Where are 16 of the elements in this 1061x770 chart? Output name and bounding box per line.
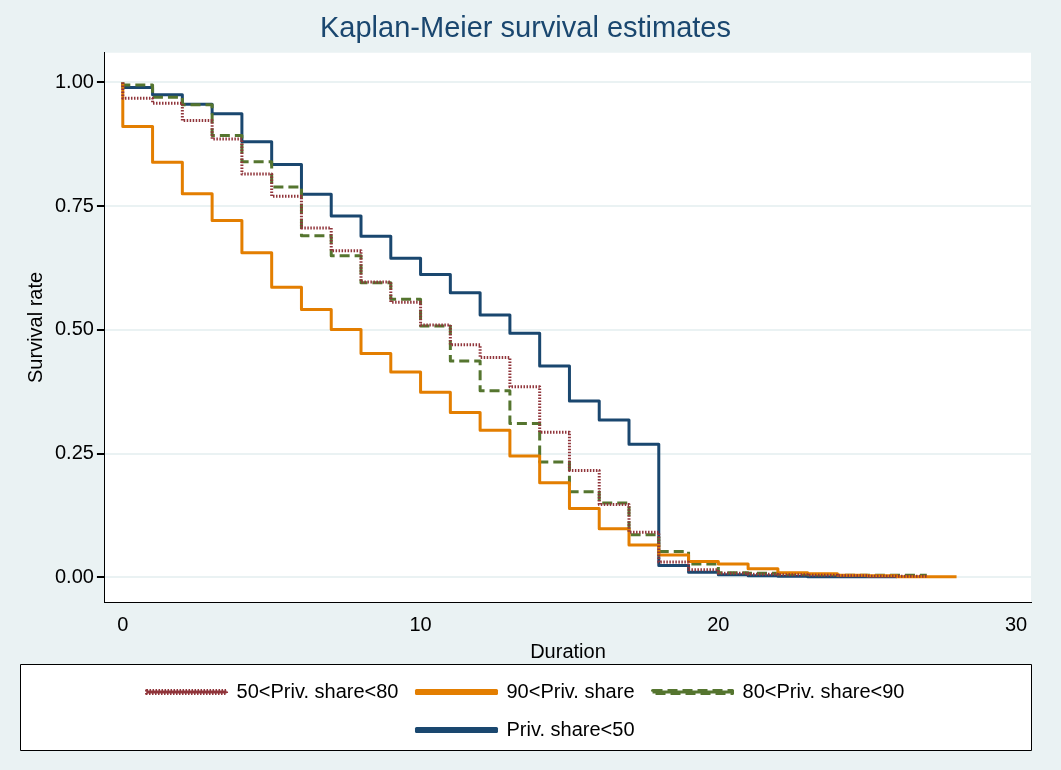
x-tick-label: 0 [117,612,129,635]
x-tick-label: 20 [707,612,730,635]
y-axis-title: Survival rate [23,271,46,383]
legend-label: Priv. share<50 [506,717,635,740]
legend-label: 80<Priv. share<90 [742,679,905,702]
x-axis-title: Duration [530,639,606,662]
y-tick-label: 0.00 [54,564,94,587]
legend-label: 90<Priv. share [506,679,635,702]
y-tick-label: 0.75 [54,193,94,216]
y-tick-label: 1.00 [54,70,94,92]
y-tick-label: 0.25 [54,441,94,464]
x-tick-label: 10 [409,612,432,635]
x-tick-label: 30 [1004,612,1028,635]
chart-title: Kaplan-Meier survival estimates [320,11,731,44]
y-tick-label: 0.50 [54,317,94,340]
legend-label: 50<Priv. share<80 [236,679,399,702]
